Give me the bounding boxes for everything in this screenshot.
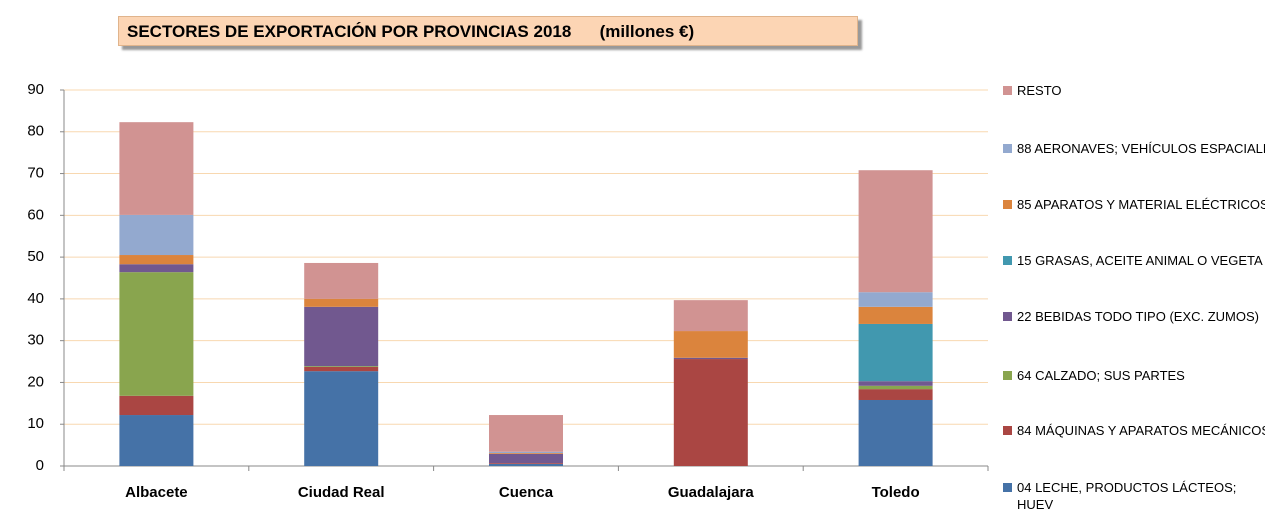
bar-segment — [858, 170, 933, 293]
legend-label: 88 AERONAVES; VEHÍCULOS ESPACIALE — [1017, 141, 1265, 156]
y-tick-label: 50 — [27, 248, 44, 265]
bar-segment — [304, 366, 379, 372]
bar-segment — [489, 453, 563, 464]
bar-segment — [673, 300, 748, 332]
bar-segment — [119, 395, 194, 416]
bar-segment — [119, 264, 194, 273]
legend-swatch — [1003, 483, 1012, 492]
bar-segment — [858, 306, 933, 324]
bar-segment — [119, 255, 194, 265]
y-tick-label: 30 — [27, 332, 44, 349]
legend-label: 04 LECHE, PRODUCTOS LÁCTEOS; HUEV — [1017, 480, 1237, 512]
x-tick-label: Albacete — [125, 484, 188, 501]
x-tick-label: Ciudad Real — [298, 484, 385, 501]
legend-swatch — [1003, 312, 1012, 321]
bar-segment — [858, 323, 933, 382]
y-tick-label: 70 — [27, 165, 44, 182]
legend-swatch — [1003, 200, 1012, 209]
bar-segment — [489, 463, 563, 466]
chart-title: SECTORES DE EXPORTACIÓN POR PROVINCIAS 2… — [118, 16, 858, 46]
bar-segment — [673, 357, 748, 360]
legend-item: 85 APARATOS Y MATERIAL ELÉCTRICOS — [1003, 196, 1265, 213]
y-tick-label: 0 — [36, 457, 44, 474]
y-tick-label: 10 — [27, 415, 44, 432]
legend-item: 22 BEBIDAS TODO TIPO (EXC. ZUMOS) — [1003, 308, 1265, 325]
bar-segment — [119, 214, 194, 256]
legend-label: 84 MÁQUINAS Y APARATOS MECÁNICOS — [1017, 423, 1265, 438]
y-tick-label: 40 — [27, 290, 44, 307]
bar-segment — [858, 292, 933, 307]
bar-segment — [489, 463, 563, 464]
bar-segment — [858, 399, 933, 466]
legend-swatch — [1003, 144, 1012, 153]
bar-segment — [858, 381, 933, 386]
bar-segment — [489, 415, 563, 452]
x-tick-label: Guadalajara — [668, 484, 755, 501]
legend-swatch — [1003, 426, 1012, 435]
bar-segment — [858, 389, 933, 400]
legend-swatch — [1003, 256, 1012, 265]
bar-segment — [673, 359, 748, 466]
legend-label: RESTO — [1017, 83, 1062, 98]
y-tick-label: 80 — [27, 123, 44, 140]
bar-segment — [119, 272, 194, 396]
legend-item: 84 MÁQUINAS Y APARATOS MECÁNICOS — [1003, 422, 1265, 439]
bar-segment — [304, 262, 379, 299]
y-tick-label: 60 — [27, 206, 44, 223]
legend-item: RESTO — [1003, 82, 1265, 99]
legend-label: 64 CALZADO; SUS PARTES — [1017, 368, 1185, 383]
bar-segment — [119, 122, 194, 215]
bar-segment — [858, 385, 933, 390]
legend-item: 15 GRASAS, ACEITE ANIMAL O VEGETA — [1003, 252, 1265, 269]
legend-item: 88 AERONAVES; VEHÍCULOS ESPACIALE — [1003, 140, 1265, 157]
y-tick-label: 20 — [27, 373, 44, 390]
legend-label: 15 GRASAS, ACEITE ANIMAL O VEGETA — [1017, 253, 1263, 268]
legend-swatch — [1003, 86, 1012, 95]
legend-swatch — [1003, 371, 1012, 380]
bar-segment — [489, 451, 563, 454]
y-tick-label: 90 — [27, 81, 44, 98]
bar-segment — [304, 366, 379, 367]
x-tick-label: Toledo — [872, 484, 920, 501]
legend-item: 64 CALZADO; SUS PARTES — [1003, 367, 1265, 384]
bar-segment — [673, 331, 748, 358]
x-tick-label: Cuenca — [499, 484, 554, 501]
bar-segment — [489, 453, 563, 454]
bar-segment — [304, 306, 379, 367]
legend-label: 85 APARATOS Y MATERIAL ELÉCTRICOS — [1017, 197, 1265, 212]
bar-segment — [304, 371, 379, 466]
bar-segment — [119, 415, 194, 466]
legend-label: 22 BEBIDAS TODO TIPO (EXC. ZUMOS) — [1017, 309, 1259, 324]
bar-segment — [304, 298, 379, 307]
legend-item: 04 LECHE, PRODUCTOS LÁCTEOS; HUEV — [1003, 479, 1265, 513]
